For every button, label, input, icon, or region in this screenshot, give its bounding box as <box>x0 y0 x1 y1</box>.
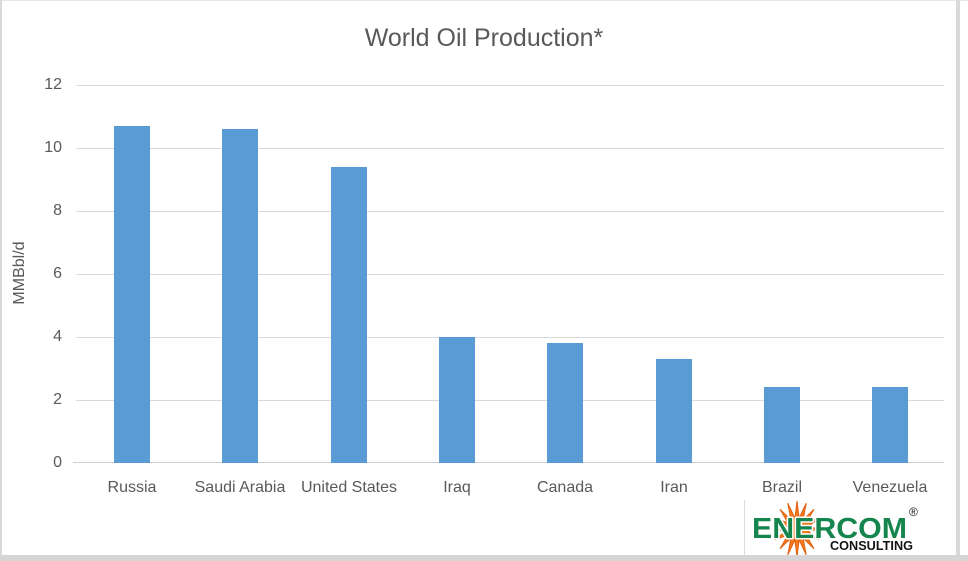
bottom-edge-bar <box>0 555 968 561</box>
x-category-label: Venezuela <box>852 479 928 496</box>
bar-canada <box>547 343 583 463</box>
plot-area <box>73 85 944 463</box>
gridline <box>76 400 944 401</box>
bar-venezuela <box>872 387 908 463</box>
y-tick-label: 2 <box>53 391 62 408</box>
gridline <box>76 274 944 275</box>
x-category-label: Iraq <box>443 479 471 496</box>
consulting-label: CONSULTING <box>830 538 913 553</box>
bar-iran <box>656 359 692 463</box>
y-tick-label: 10 <box>44 139 62 156</box>
y-tick-label: 0 <box>53 454 62 471</box>
frame-border-left <box>0 0 2 561</box>
x-axis-category-labels: Russia Saudi Arabia United States Iraq Canad… <box>0 479 968 501</box>
gridline <box>76 148 944 149</box>
y-tick-label: 6 <box>53 265 62 282</box>
gridline <box>76 337 944 338</box>
x-category-label: United States <box>300 479 398 496</box>
bar-iraq <box>439 337 475 463</box>
frame-border-top <box>0 0 968 1</box>
gridline <box>76 85 944 86</box>
enercom-wordmark: ENERCOM <box>752 513 907 545</box>
y-tick-label: 12 <box>44 76 62 93</box>
enercom-logo: ENERCOM ® CONSULTING <box>751 500 918 558</box>
y-tick-label: 8 <box>53 202 62 219</box>
x-axis-line <box>73 462 944 463</box>
x-category-label: Canada <box>536 479 594 496</box>
x-category-label: Russia <box>107 479 157 496</box>
x-category-label: Brazil <box>761 479 802 496</box>
y-tick-label: 4 <box>53 328 62 345</box>
bar-saudi-arabia <box>222 129 258 463</box>
y-axis-tick-labels: 0 2 4 6 8 10 12 <box>0 76 62 471</box>
x-category-label: Iran <box>660 479 688 496</box>
bar-russia <box>114 126 150 463</box>
bar-brazil <box>764 387 800 463</box>
chart-title: World Oil Production* <box>364 24 604 52</box>
logo-left-edge <box>744 500 745 556</box>
frame-border-right <box>956 0 960 561</box>
gridline <box>76 211 944 212</box>
x-category-label: Saudi Arabia <box>194 479 286 496</box>
bar-united-states <box>331 167 367 463</box>
registered-mark-icon: ® <box>909 505 918 519</box>
